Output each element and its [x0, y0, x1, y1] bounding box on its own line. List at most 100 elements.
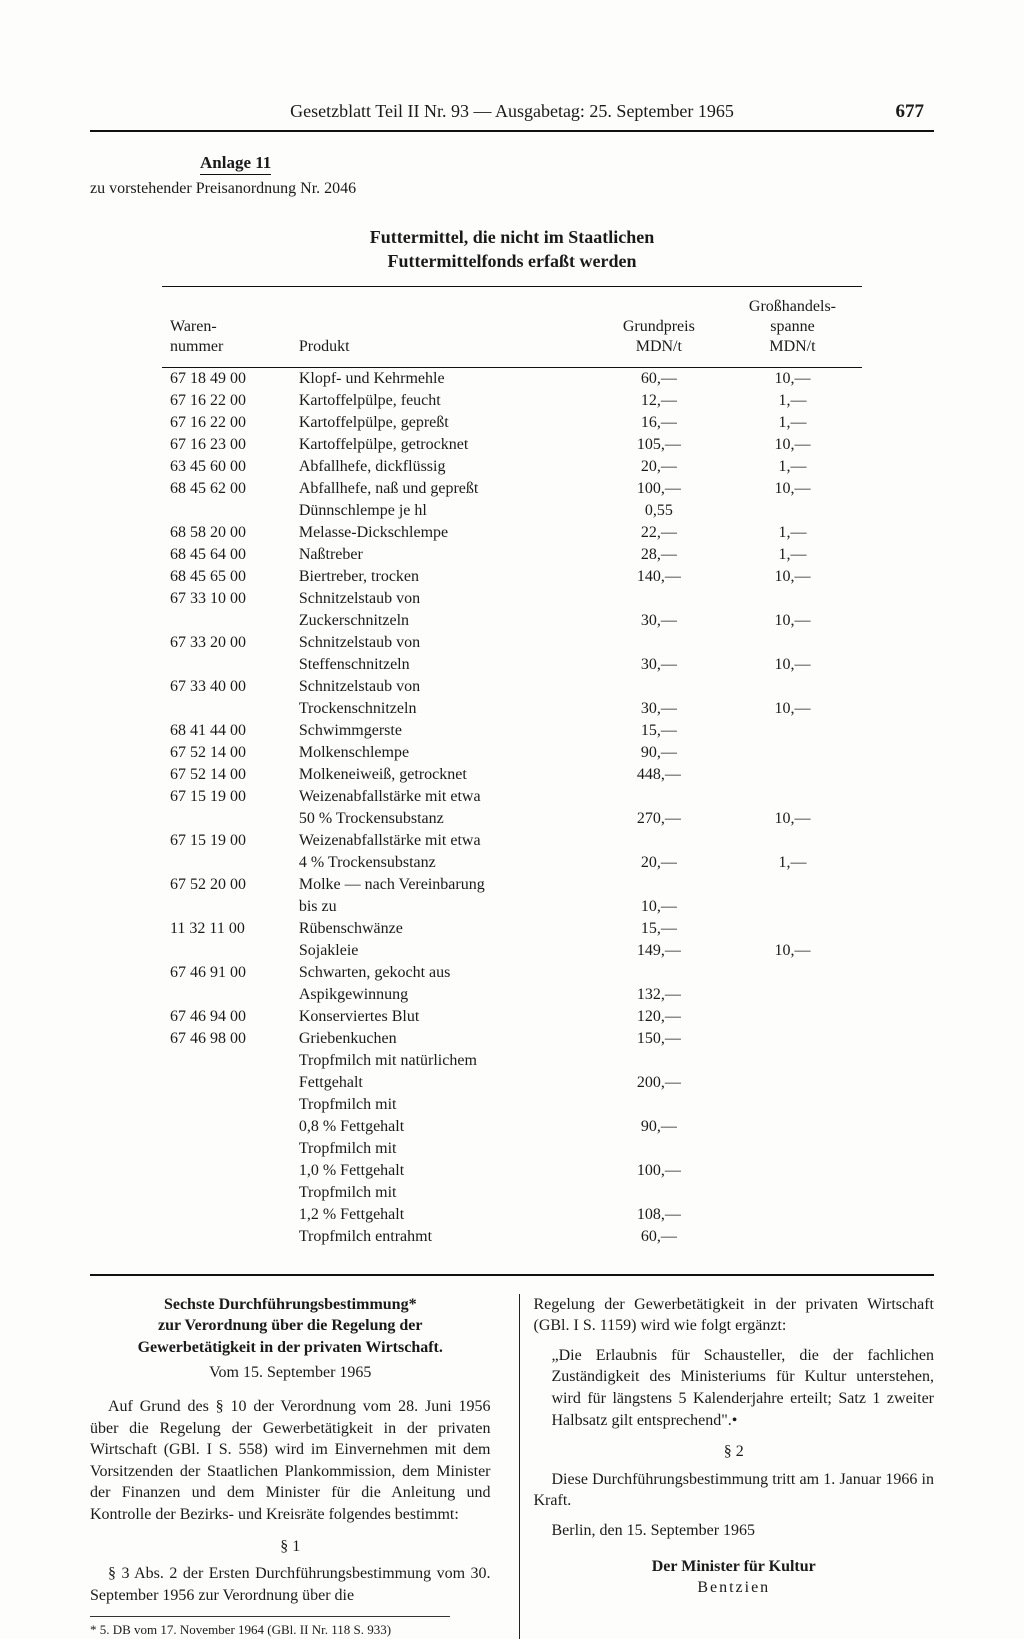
- cell-price: [595, 830, 723, 852]
- cell-margin: 10,—: [723, 367, 862, 390]
- cell-product: Kartoffelpülpe, getrocknet: [291, 434, 595, 456]
- price-table: Waren-nummer Produkt GrundpreisMDN/t Gro…: [162, 286, 862, 1248]
- table-title: Futtermittel, die nicht im Staatlichen F…: [90, 225, 934, 274]
- cell-product: Rübenschwänze: [291, 918, 595, 940]
- table-row: 68 45 62 00Abfallhefe, naß und gepreßt10…: [162, 478, 862, 500]
- cell-margin: [723, 786, 862, 808]
- col-header-product: Produkt: [291, 293, 595, 361]
- cell-margin: 1,—: [723, 412, 862, 434]
- table-row: Steffenschnitzeln30,—10,—: [162, 654, 862, 676]
- cell-number: 67 33 20 00: [162, 632, 291, 654]
- cell-price: 15,—: [595, 720, 723, 742]
- cell-number: 67 46 98 00: [162, 1028, 291, 1050]
- cell-price: 150,—: [595, 1028, 723, 1050]
- cell-product: Zuckerschnitzeln: [291, 610, 595, 632]
- cell-price: 15,—: [595, 918, 723, 940]
- table-row: 67 52 20 00Molke — nach Vereinbarung: [162, 874, 862, 896]
- cell-number: 63 45 60 00: [162, 456, 291, 478]
- cell-product: 50 % Trockensubstanz: [291, 808, 595, 830]
- cell-number: 67 16 23 00: [162, 434, 291, 456]
- cell-margin: [723, 1072, 862, 1094]
- table-row: Zuckerschnitzeln30,—10,—: [162, 610, 862, 632]
- cell-price: 120,—: [595, 1006, 723, 1028]
- table-row: 63 45 60 00Abfallhefe, dickflüssig20,—1,…: [162, 456, 862, 478]
- cell-product: Sojakleie: [291, 940, 595, 962]
- page-number: 677: [864, 100, 924, 124]
- cell-margin: [723, 830, 862, 852]
- cell-product: Schnitzelstaub von: [291, 632, 595, 654]
- cell-product: bis zu: [291, 896, 595, 918]
- cell-margin: 1,—: [723, 456, 862, 478]
- table-row: 68 45 64 00Naßtreber28,—1,—: [162, 544, 862, 566]
- cell-number: [162, 1050, 291, 1072]
- table-row: 67 18 49 00Klopf- und Kehrmehle60,—10,—: [162, 367, 862, 390]
- cell-number: 67 16 22 00: [162, 390, 291, 412]
- footnote: * 5. DB vom 17. November 1964 (GBl. II N…: [90, 1616, 450, 1639]
- cell-margin: [723, 1182, 862, 1204]
- table-row: 67 15 19 00Weizenabfallstärke mit etwa: [162, 830, 862, 852]
- cell-number: 67 33 10 00: [162, 588, 291, 610]
- table-row: 50 % Trockensubstanz270,—10,—: [162, 808, 862, 830]
- cell-product: Melasse-Dickschlempe: [291, 522, 595, 544]
- table-row: Trockenschnitzeln30,—10,—: [162, 698, 862, 720]
- cell-product: Klopf- und Kehrmehle: [291, 367, 595, 390]
- cell-product: Weizenabfallstärke mit etwa: [291, 786, 595, 808]
- cell-price: 270,—: [595, 808, 723, 830]
- table-row: 1,0 % Fettgehalt100,—: [162, 1160, 862, 1182]
- law-intro: Auf Grund des § 10 der Verordnung vom 28…: [90, 1396, 491, 1526]
- cell-price: [595, 676, 723, 698]
- right-column: Regelung der Gewerbetätigkeit in der pri…: [519, 1294, 935, 1639]
- table-row: 1,2 % Fettgehalt108,—: [162, 1204, 862, 1226]
- table-row: 67 46 98 00Griebenkuchen150,—: [162, 1028, 862, 1050]
- cell-price: [595, 1182, 723, 1204]
- cell-product: Fettgehalt: [291, 1072, 595, 1094]
- cell-margin: 10,—: [723, 478, 862, 500]
- cell-margin: 1,—: [723, 852, 862, 874]
- cell-margin: [723, 896, 862, 918]
- cell-margin: [723, 1138, 862, 1160]
- cell-product: Schnitzelstaub von: [291, 588, 595, 610]
- cell-margin: 10,—: [723, 940, 862, 962]
- cell-product: Griebenkuchen: [291, 1028, 595, 1050]
- cell-product: Weizenabfallstärke mit etwa: [291, 830, 595, 852]
- cell-number: 67 18 49 00: [162, 367, 291, 390]
- cell-product: Tropfmilch mit: [291, 1094, 595, 1116]
- cell-margin: [723, 984, 862, 1006]
- cell-product: 1,0 % Fettgehalt: [291, 1160, 595, 1182]
- law-place-date: Berlin, den 15. September 1965: [534, 1520, 935, 1542]
- cell-number: 68 45 62 00: [162, 478, 291, 500]
- cell-product: Tropfmilch entrahmt: [291, 1226, 595, 1248]
- cell-price: [595, 588, 723, 610]
- cell-number: 11 32 11 00: [162, 918, 291, 940]
- law-date: Vom 15. September 1965: [90, 1362, 491, 1384]
- cell-margin: [723, 500, 862, 522]
- cell-product: Schwarten, gekocht aus: [291, 962, 595, 984]
- law-s2-text: Diese Durchführungsbestimmung tritt am 1…: [534, 1469, 935, 1512]
- cell-number: [162, 1160, 291, 1182]
- table-row: Tropfmilch entrahmt60,—: [162, 1226, 862, 1248]
- cell-margin: [723, 1028, 862, 1050]
- cell-number: 67 15 19 00: [162, 830, 291, 852]
- cell-margin: 10,—: [723, 654, 862, 676]
- cell-price: [595, 632, 723, 654]
- cell-product: Molke — nach Vereinbarung: [291, 874, 595, 896]
- table-row: 67 15 19 00Weizenabfallstärke mit etwa: [162, 786, 862, 808]
- cell-number: [162, 698, 291, 720]
- cell-price: 20,—: [595, 852, 723, 874]
- cell-number: [162, 984, 291, 1006]
- cell-price: 10,—: [595, 896, 723, 918]
- table-row: Tropfmilch mit: [162, 1138, 862, 1160]
- cell-number: 67 46 91 00: [162, 962, 291, 984]
- header-rule: [90, 130, 934, 132]
- cell-margin: [723, 588, 862, 610]
- anlage-block: Anlage 11 zu vorstehender Preisanordnung…: [90, 152, 934, 199]
- cell-price: 149,—: [595, 940, 723, 962]
- signature-title: Der Minister für Kultur: [534, 1556, 935, 1578]
- table-row: 67 52 14 00Molkenschlempe90,—: [162, 742, 862, 764]
- cell-margin: [723, 962, 862, 984]
- law-s1-text: § 3 Abs. 2 der Ersten Durchführungsbesti…: [90, 1563, 491, 1606]
- table-row: Tropfmilch mit: [162, 1094, 862, 1116]
- cell-product: Konserviertes Blut: [291, 1006, 595, 1028]
- table-row: Sojakleie149,—10,—: [162, 940, 862, 962]
- cell-margin: [723, 874, 862, 896]
